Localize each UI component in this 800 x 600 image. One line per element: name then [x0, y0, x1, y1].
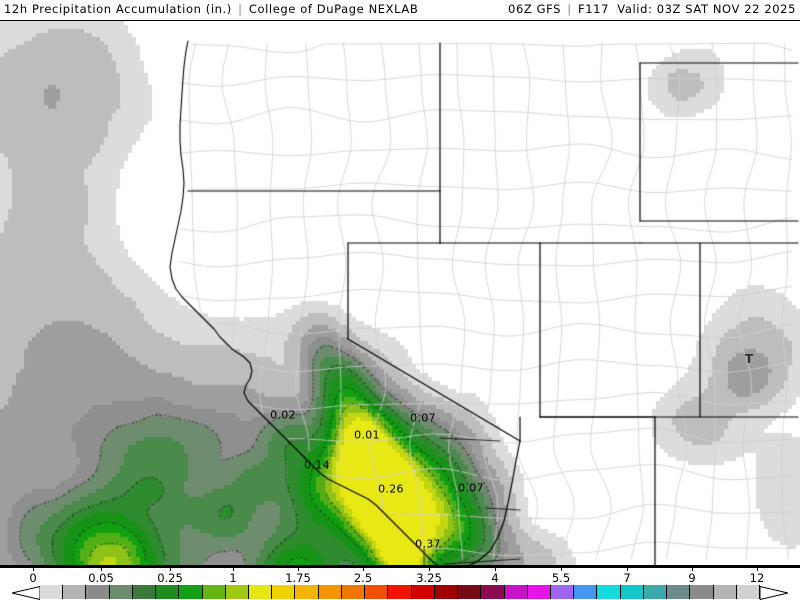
colorbar-segment — [272, 585, 296, 599]
colorbar-segment — [736, 585, 760, 599]
colorbar-tick-label: 4 — [491, 571, 499, 585]
colorbar-tick-label: 0.25 — [157, 571, 183, 585]
colorbar-segment — [643, 585, 668, 599]
colorbar-segment — [318, 585, 342, 599]
colorbar-segment — [411, 585, 435, 599]
colorbar-tick — [170, 566, 171, 571]
colorbar-segment — [225, 585, 250, 599]
colorbar-segment — [667, 585, 691, 599]
product-title: 12h Precipitation Accumulation (in.) — [4, 2, 232, 16]
colorbar-segment — [527, 585, 551, 599]
colorbar-tick-label: 7 — [623, 571, 631, 585]
valid-time-label: Valid: 03Z SAT NOV 22 2025 — [617, 2, 796, 16]
colorbar-min-arrow — [11, 585, 41, 600]
colorbar-segment — [341, 585, 366, 599]
colorbar-segment — [295, 585, 319, 599]
colorbar-tick — [298, 566, 299, 571]
colorbar-tick — [692, 566, 693, 571]
colorbar-tick — [627, 566, 628, 571]
map-header: 12h Precipitation Accumulation (in.) | C… — [0, 0, 800, 20]
colorbar-tick — [561, 566, 562, 571]
colorbar-tick — [495, 566, 496, 571]
colorbar-tick-label: 5.5 — [551, 571, 571, 585]
colorbar-segment — [63, 585, 87, 599]
colorbar-tick-label: 1.75 — [285, 571, 311, 585]
colorbar-segment — [40, 585, 64, 599]
forecast-hour-label: F117 — [578, 2, 610, 16]
colorbar-ticks — [0, 566, 800, 572]
model-run-label: 06Z GFS — [508, 2, 562, 16]
colorbar-segment — [202, 585, 226, 599]
colorbar: 0 0.05 0.25 1 1.75 2.5 3.25 4 5.5 7 9 12 — [0, 566, 800, 600]
header-title-left: 12h Precipitation Accumulation (in.) | C… — [4, 2, 418, 16]
colorbar-segment — [550, 585, 575, 599]
precipitation-map-canvas[interactable] — [0, 21, 800, 565]
colorbar-tick — [33, 566, 34, 571]
colorbar-tick-label: 0 — [29, 571, 37, 585]
colorbar-tick-label: 0.05 — [88, 571, 114, 585]
colorbar-segment — [156, 585, 180, 599]
colorbar-tick — [429, 566, 430, 571]
colorbar-segment — [574, 585, 598, 599]
trace-amount-label: T — [744, 352, 754, 366]
colorbar-tick — [363, 566, 364, 571]
colorbar-segment — [388, 585, 412, 599]
colorbar-tick-label: 1 — [229, 571, 237, 585]
header-title-right: 06Z GFS | F117 Valid: 03Z SAT NOV 22 202… — [508, 2, 796, 16]
colorbar-tick-label: 2.5 — [353, 571, 373, 585]
colorbar-tick-label: 3.25 — [416, 571, 442, 585]
colorbar-tick-label: 9 — [688, 571, 696, 585]
header-separator-right: | — [567, 2, 572, 16]
map-frame[interactable]: 0.02 0.07 0.01 0.14 0.26 0.07 0.37 T — [0, 20, 800, 566]
colorbar-tick — [101, 566, 102, 571]
colorbar-tick-label: 12 — [749, 571, 765, 585]
colorbar-segment — [481, 585, 505, 599]
colorbar-segment — [458, 585, 482, 599]
colorbar-segment — [365, 585, 389, 599]
colorbar-segment — [132, 585, 157, 599]
colorbar-segment — [713, 585, 737, 599]
colorbar-segment — [504, 585, 528, 599]
colorbar-axis-line — [0, 566, 800, 568]
source-label: College of DuPage NEXLAB — [248, 2, 419, 16]
colorbar-tick — [233, 566, 234, 571]
colorbar-segment — [109, 585, 133, 599]
colorbar-segment — [86, 585, 110, 599]
colorbar-max-arrow — [759, 585, 789, 600]
colorbar-color-strip — [0, 585, 800, 600]
colorbar-segment — [597, 585, 621, 599]
colorbar-segment — [434, 585, 459, 599]
colorbar-segment — [179, 585, 203, 599]
colorbar-segment — [249, 585, 273, 599]
colorbar-segment — [690, 585, 714, 599]
colorbar-tick — [757, 566, 758, 571]
colorbar-segment — [620, 585, 644, 599]
colorbar-tick-labels: 0 0.05 0.25 1 1.75 2.5 3.25 4 5.5 7 9 12 — [0, 571, 800, 585]
header-separator: | — [238, 2, 243, 16]
